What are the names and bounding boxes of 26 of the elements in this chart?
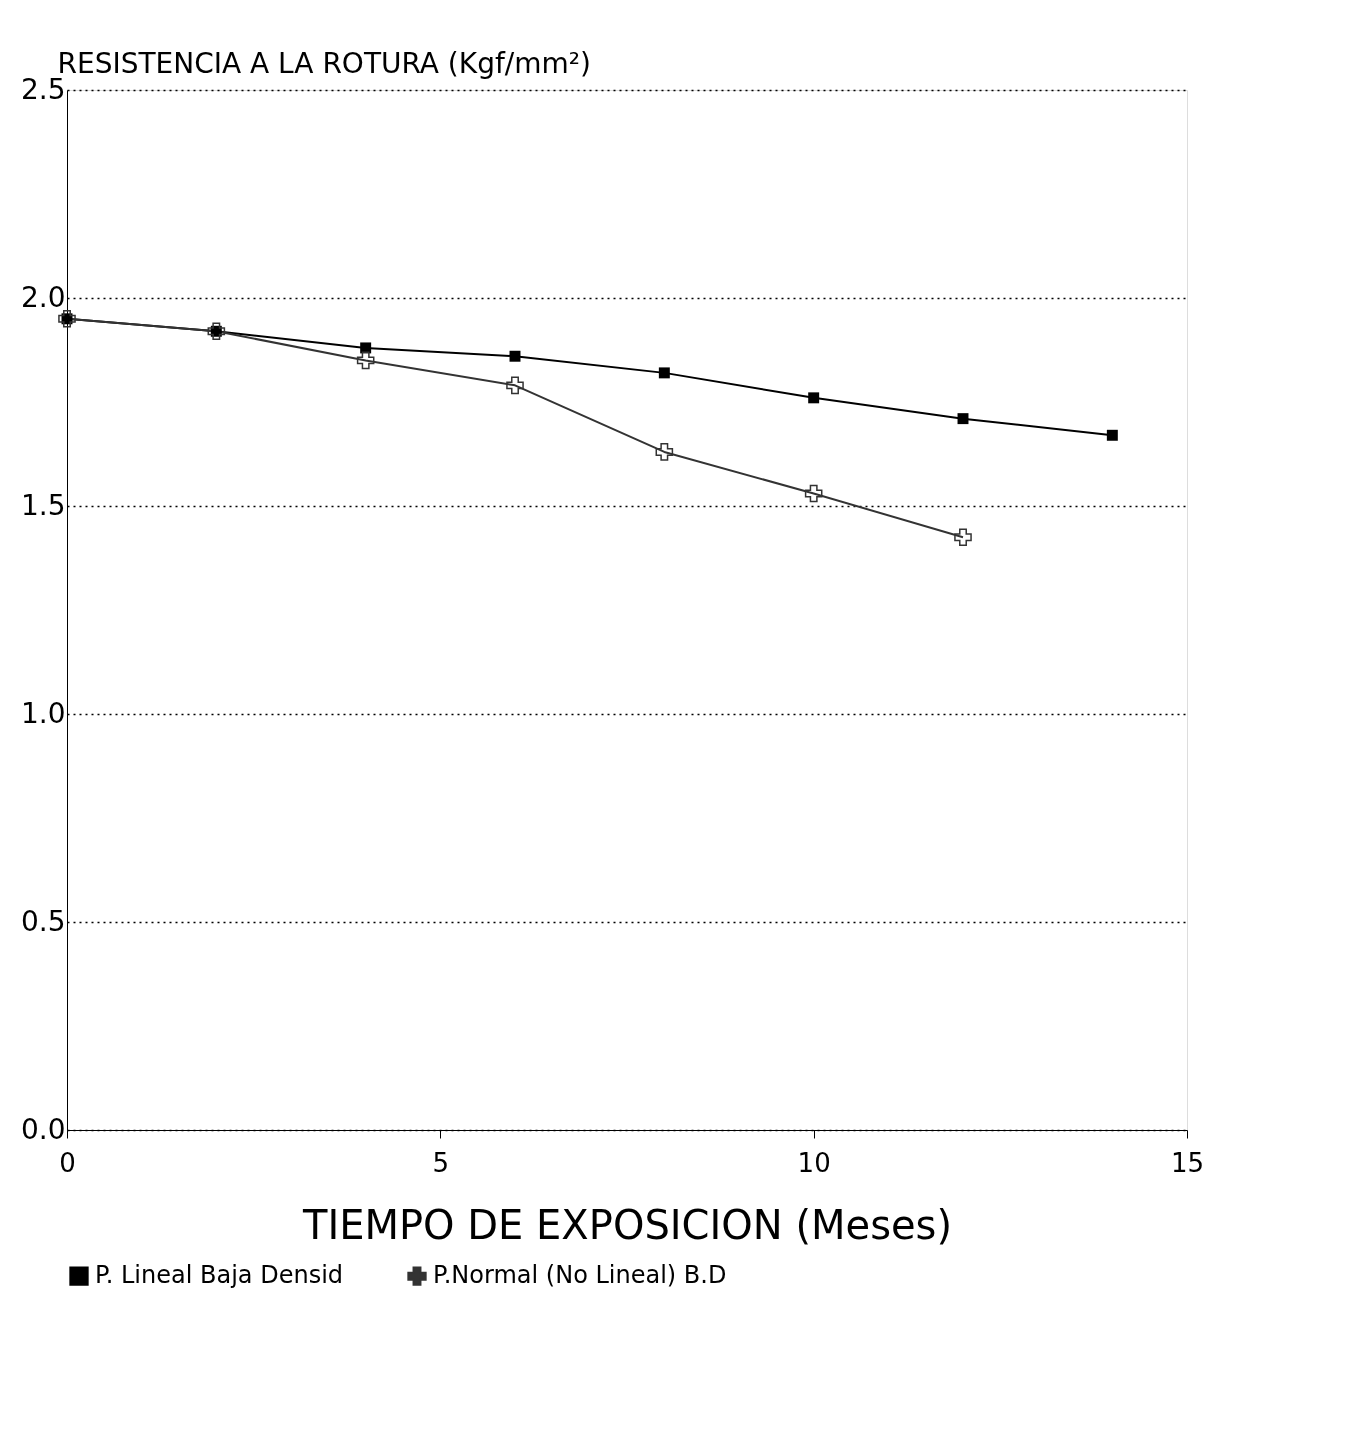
legend-label: P. Lineal Baja Densid bbox=[95, 1261, 344, 1290]
point bbox=[207, 322, 226, 341]
y-tick-label: 2.5 bbox=[20, 72, 66, 106]
point bbox=[356, 351, 375, 370]
x-tick-label: 0 bbox=[59, 1147, 76, 1178]
y-tick-label: 1.5 bbox=[20, 488, 66, 522]
x-tick-label: 15 bbox=[1170, 1147, 1205, 1178]
legend-label: P.Normal (No Lineal) B.D bbox=[433, 1261, 727, 1290]
x-axis-title: TIEMPO DE EXPOSICION (Meses) bbox=[301, 1201, 953, 1248]
point bbox=[360, 342, 372, 354]
point bbox=[658, 367, 670, 379]
y-tick-label: 2.0 bbox=[20, 280, 66, 314]
point bbox=[954, 528, 972, 547]
point bbox=[509, 350, 521, 362]
point bbox=[808, 392, 820, 404]
point bbox=[58, 309, 76, 328]
point bbox=[957, 413, 969, 425]
point bbox=[1106, 429, 1118, 441]
point bbox=[804, 484, 823, 503]
point bbox=[655, 443, 674, 461]
x-tick-label: 10 bbox=[797, 1147, 831, 1178]
y-tick-label: 1.0 bbox=[20, 696, 66, 730]
y-tick-label: 0.0 bbox=[20, 1112, 66, 1146]
y-tick-label: 0.5 bbox=[20, 904, 66, 938]
x-tick-label: 5 bbox=[432, 1147, 450, 1178]
point bbox=[506, 376, 524, 395]
